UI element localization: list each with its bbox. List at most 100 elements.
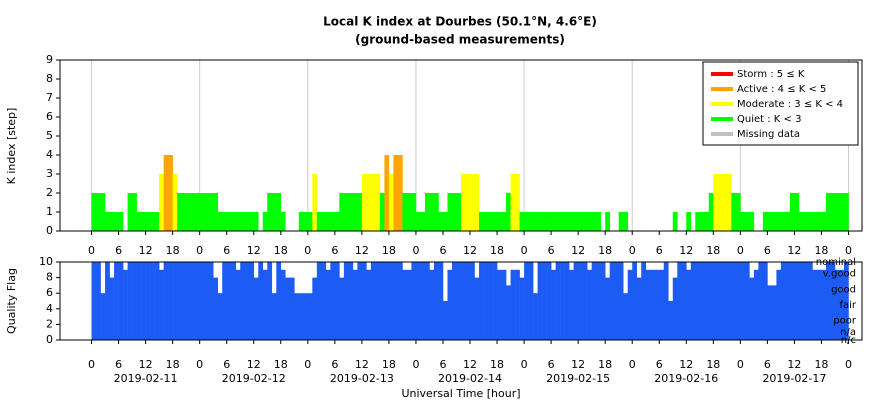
bar (519, 212, 525, 231)
quality-bar (240, 262, 246, 340)
bar (821, 212, 827, 231)
x-tick-label: 18 (814, 244, 828, 257)
bar (618, 212, 624, 231)
bar (384, 155, 390, 231)
bar (767, 212, 773, 231)
bar (411, 193, 417, 231)
quality-bar (758, 262, 764, 340)
y-tick-label: 9 (46, 53, 53, 66)
bar (370, 174, 376, 231)
x-tick-label: 0 (629, 358, 636, 371)
quality-bar (641, 262, 647, 340)
quality-bar (442, 301, 448, 340)
x-tick-label: 12 (247, 358, 261, 371)
quality-bar (451, 262, 457, 340)
bar (240, 212, 246, 231)
flag-level-label: poor (833, 316, 857, 327)
quality-bar (199, 262, 205, 340)
x-tick-label: 18 (706, 244, 720, 257)
bar (776, 212, 782, 231)
bar (100, 193, 106, 231)
quality-bar (370, 262, 376, 340)
bar (794, 193, 800, 231)
bar (569, 212, 574, 231)
x-tick-label: 12 (679, 358, 693, 371)
quality-bar (749, 277, 755, 340)
quality-bar (803, 262, 809, 340)
quality-bar (830, 262, 836, 340)
bar (465, 174, 471, 231)
quality-bar (677, 262, 683, 340)
bar (424, 193, 430, 231)
bar (780, 212, 786, 231)
quality-bar (762, 262, 768, 340)
bar (735, 193, 741, 231)
legend-label: Active : 4 ≤ K < 5 (737, 84, 826, 95)
bar (843, 193, 849, 231)
date-label: 2019-02-11 (114, 372, 178, 385)
quality-bar (411, 262, 417, 340)
bar (578, 212, 583, 231)
quality-bar (343, 262, 349, 340)
bar (429, 193, 435, 231)
x-tick-label: 0 (845, 244, 852, 257)
bar (172, 174, 178, 231)
bar (442, 212, 448, 231)
bar (222, 212, 228, 231)
quality-bar (632, 262, 638, 340)
bar (271, 193, 277, 231)
quality-bar (334, 262, 340, 340)
quality-bar (388, 262, 394, 340)
x-tick-label: 18 (166, 358, 180, 371)
bar (713, 174, 719, 231)
quality-bar (136, 262, 142, 340)
bar (393, 155, 399, 231)
bar (785, 212, 791, 231)
y-tick-label: 10 (39, 255, 53, 268)
bar (699, 212, 705, 231)
x-tick-label: 18 (382, 358, 396, 371)
bar (524, 212, 529, 231)
bar (132, 193, 137, 231)
quality-bar (740, 262, 746, 340)
quality-bar (222, 262, 228, 340)
quality-bar (109, 277, 115, 340)
y-tick-label: 4 (46, 148, 53, 161)
bar (731, 193, 737, 231)
quality-bar (717, 262, 723, 340)
y-tick-label: 6 (46, 286, 53, 299)
bar (204, 193, 209, 231)
bar (564, 212, 570, 231)
bar (253, 212, 259, 231)
quality-bar (375, 262, 381, 340)
bar (262, 212, 268, 231)
y-tick-label: 6 (46, 110, 53, 123)
quality-bar (262, 269, 268, 340)
quality-bar (316, 262, 322, 340)
bar (118, 212, 124, 231)
quality-bar (217, 293, 223, 340)
quality-bar (195, 262, 200, 340)
x-tick-label: 18 (598, 244, 612, 257)
flag-level-label: good (831, 284, 856, 295)
bar (114, 212, 119, 231)
date-label: 2019-02-16 (654, 372, 718, 385)
quality-bar (96, 262, 101, 340)
quality-bar (605, 277, 610, 340)
quality-bar (609, 262, 615, 340)
bar (420, 212, 426, 231)
bar (447, 193, 453, 231)
date-label: 2019-02-15 (546, 372, 610, 385)
x-tick-label: 12 (571, 244, 585, 257)
bar (438, 212, 444, 231)
quality-bar (321, 262, 327, 340)
bar (91, 193, 97, 231)
flag-level-label: n/a (840, 327, 856, 338)
quality-bar (659, 269, 665, 340)
quality-bar (816, 269, 822, 340)
x-tick-label: 0 (88, 358, 95, 371)
bar (375, 174, 381, 231)
legend-label: Missing data (737, 129, 800, 140)
quality-bar (474, 277, 480, 340)
legend-label: Moderate : 3 ≤ K < 4 (737, 99, 843, 110)
